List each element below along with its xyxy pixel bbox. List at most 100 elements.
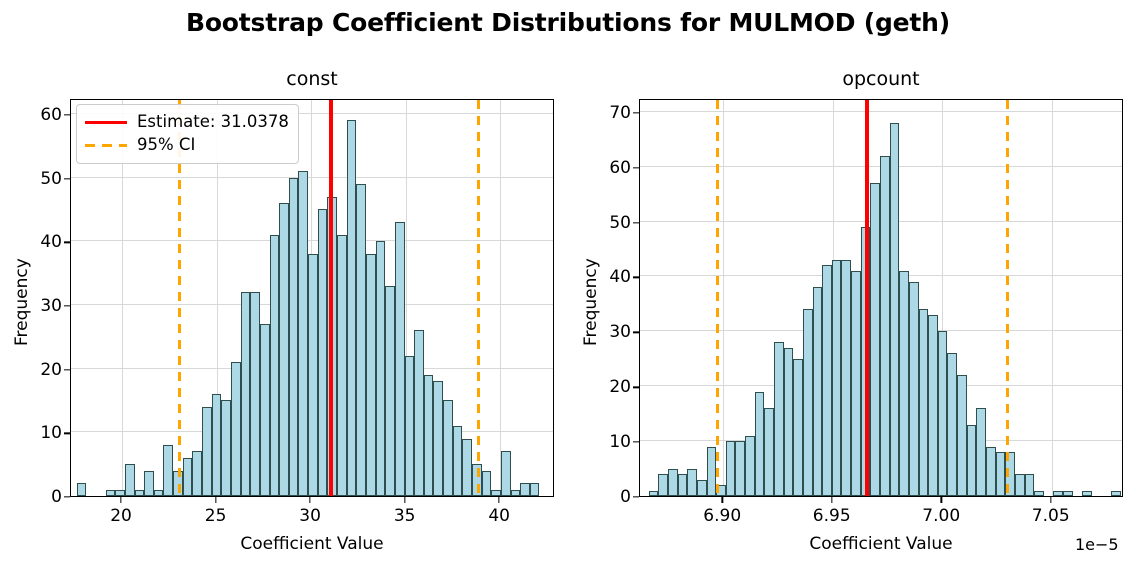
gridline-vertical [942,100,944,496]
histogram-bar [221,400,231,496]
x-tick-mark [214,497,217,503]
x-axis-offset-text: 1e−5 [1075,535,1119,554]
histogram-bar [774,342,784,496]
y-tick-label: 10 [609,432,631,453]
x-tick-mark [1050,497,1052,503]
x-tick-label: 6.95 [812,506,851,526]
histogram-bar [414,330,424,496]
gridline-vertical [216,100,218,496]
histogram-bar [1063,490,1073,496]
y-tick-mark [64,177,70,180]
histogram-bar [918,309,929,496]
y-tick-label: 60 [609,157,631,178]
histogram-bar [870,183,881,496]
y-tick-mark [64,368,70,371]
y-tick-label: 20 [40,359,62,380]
y-tick-label: 20 [609,377,631,398]
x-tick-label: 20 [110,506,132,526]
y-tick-mark [64,496,70,498]
histogram-bar [491,489,501,496]
histogram-bar [793,358,803,496]
histogram-bar [472,464,482,496]
y-tick-label: 0 [51,487,62,507]
histogram-bar [677,474,688,496]
legend-const: Estimate: 31.0378 95% CI [76,104,299,164]
histogram-bar [182,457,193,496]
x-tick-mark [498,497,500,503]
histogram-bar [279,203,289,496]
y-tick-label: 30 [609,322,631,343]
histogram-bar [1111,490,1121,496]
histogram-bar [1082,490,1092,496]
x-tick-mark [940,497,942,503]
y-tick-mark [633,386,639,388]
histogram-bar [802,309,813,496]
histogram-bar [443,400,453,496]
histogram-bar [365,254,376,496]
figure-title: Bootstrap Coefficient Distributions for … [185,8,951,37]
estimate-line-icon [85,116,127,130]
x-tick-mark [403,497,406,503]
histogram-bar [433,381,444,496]
y-tick-label: 0 [620,487,631,507]
histogram-bar [1034,490,1044,496]
y-tick-mark [64,432,70,434]
estimate-vline [865,100,869,496]
y-tick-label: 40 [40,232,62,253]
plot-area-opcount [639,99,1123,497]
gridline-vertical [1051,100,1053,496]
histogram-bar [696,479,707,496]
histogram-bar [725,441,736,496]
histogram-bar [745,435,755,496]
legend-item-ci: 95% CI [85,134,289,157]
histogram-bar [385,285,395,496]
histogram-bar [356,183,366,496]
histogram-bar [986,446,996,496]
histogram-bar [1053,490,1064,496]
histogram-bar [153,489,164,496]
x-tick-label: 30 [299,506,321,526]
histogram-bar [764,408,775,496]
histogram-bar [269,234,280,496]
histogram-bar [668,468,678,496]
y-tick-mark [64,114,70,116]
histogram-bar [423,375,434,496]
histogram-bar [947,353,958,496]
histogram-bar [288,177,299,496]
histogram-bar [76,483,87,496]
histogram-bar [259,324,270,496]
histogram-bar [687,468,697,496]
y-tick-label: 70 [609,102,631,123]
confidence-interval-vline [1005,100,1009,496]
histogram-bar [831,259,842,496]
y-tick-label: 10 [40,423,62,444]
y-tick-mark [64,305,70,307]
histogram-bar [812,287,823,496]
histogram-bar [337,234,347,496]
y-tick-mark [633,496,639,498]
confidence-interval-vline [716,100,720,496]
histogram-bar [520,483,530,496]
y-tick-mark [633,276,639,279]
y-tick-mark [633,166,639,169]
histogram-bar [250,292,260,496]
histogram-bar [308,254,318,496]
histogram-bar [1014,474,1025,496]
histogram-bar [928,314,938,496]
histogram-bar [706,446,717,496]
y-tick-label: 30 [40,295,62,316]
histogram-bar [966,424,977,496]
histogram-bar [230,362,241,496]
x-tick-mark [120,497,122,503]
x-tick-label: 25 [204,506,227,526]
histogram-bar [375,241,386,496]
histogram-bar [851,270,861,496]
histogram-bar [754,391,765,496]
histogram-bar [658,474,669,496]
y-tick-label: 50 [40,168,62,189]
histogram-bar [346,120,357,496]
histogram-bar [648,490,659,496]
x-tick-label: 6.90 [703,506,742,526]
histogram-bar [105,489,116,496]
